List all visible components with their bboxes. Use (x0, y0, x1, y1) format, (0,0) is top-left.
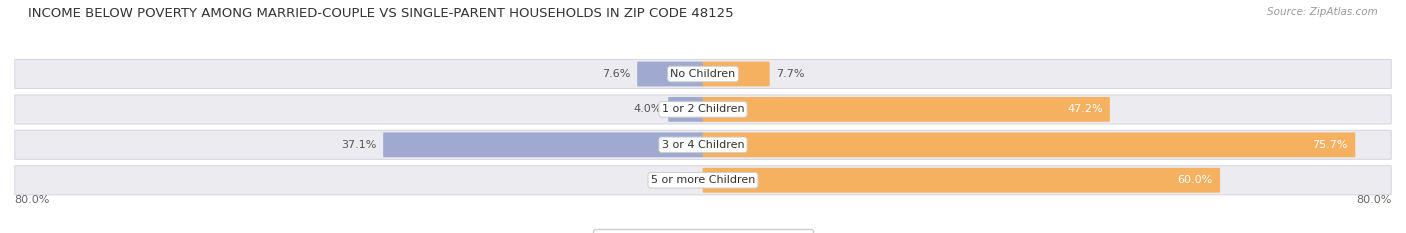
FancyBboxPatch shape (637, 62, 703, 86)
FancyBboxPatch shape (384, 132, 703, 157)
FancyBboxPatch shape (703, 168, 1220, 193)
Text: 37.1%: 37.1% (342, 140, 377, 150)
Text: 0.0%: 0.0% (668, 175, 696, 185)
Text: 80.0%: 80.0% (1357, 195, 1392, 205)
FancyBboxPatch shape (14, 166, 1392, 195)
FancyBboxPatch shape (703, 62, 769, 86)
Text: 47.2%: 47.2% (1067, 104, 1102, 114)
Text: No Children: No Children (671, 69, 735, 79)
Text: INCOME BELOW POVERTY AMONG MARRIED-COUPLE VS SINGLE-PARENT HOUSEHOLDS IN ZIP COD: INCOME BELOW POVERTY AMONG MARRIED-COUPL… (28, 7, 734, 20)
FancyBboxPatch shape (14, 95, 1392, 124)
Legend: Married Couples, Single Parents: Married Couples, Single Parents (593, 229, 813, 233)
Text: 80.0%: 80.0% (14, 195, 49, 205)
Text: 3 or 4 Children: 3 or 4 Children (662, 140, 744, 150)
Text: 75.7%: 75.7% (1313, 140, 1348, 150)
FancyBboxPatch shape (14, 130, 1392, 159)
FancyBboxPatch shape (668, 97, 703, 122)
Text: 1 or 2 Children: 1 or 2 Children (662, 104, 744, 114)
Text: 60.0%: 60.0% (1178, 175, 1213, 185)
Text: 7.7%: 7.7% (776, 69, 804, 79)
FancyBboxPatch shape (14, 59, 1392, 89)
FancyBboxPatch shape (703, 97, 1109, 122)
FancyBboxPatch shape (703, 132, 1355, 157)
Text: Source: ZipAtlas.com: Source: ZipAtlas.com (1267, 7, 1378, 17)
Text: 7.6%: 7.6% (602, 69, 631, 79)
Text: 4.0%: 4.0% (633, 104, 662, 114)
Text: 5 or more Children: 5 or more Children (651, 175, 755, 185)
